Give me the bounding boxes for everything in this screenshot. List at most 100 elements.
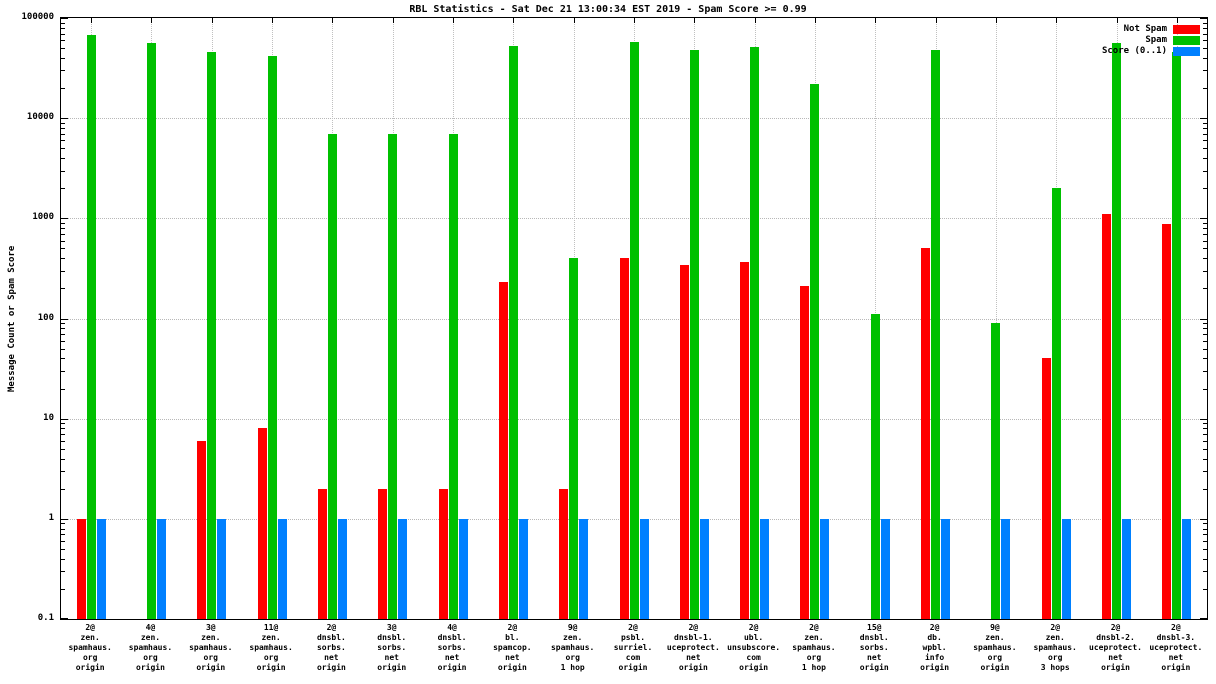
x-category-label: 9@ zen. spamhaus. org origin: [955, 623, 1035, 673]
bar-score-0-1: [156, 518, 166, 619]
x-label-line: psbl.: [620, 633, 646, 642]
y-minor-tick-left: [61, 133, 65, 135]
y-minor-tick-left: [61, 440, 65, 442]
y-minor-tick-left: [61, 328, 65, 330]
legend-swatch-spam: [1173, 35, 1200, 45]
y-minor-tick-left: [61, 548, 65, 550]
y-minor-tick-right: [1203, 428, 1207, 430]
x-category-label: 2@ db. wpbl. info origin: [895, 623, 975, 673]
x-label-line: 2@: [688, 623, 699, 632]
x-category-label: 2@ bl. spamcop. net origin: [472, 623, 552, 673]
x-label-line: unsubscore.: [727, 643, 781, 652]
x-tick-mark: [814, 18, 816, 23]
y-major-tick-right: [1200, 518, 1207, 520]
legend-swatch-score: [1173, 46, 1200, 56]
y-minor-tick-left: [61, 148, 65, 150]
x-label-line: origin: [1161, 663, 1191, 672]
y-major-tick-right: [1200, 418, 1207, 420]
y-minor-tick-right: [1203, 571, 1207, 573]
bar-spam: [810, 83, 820, 619]
y-minor-tick-right: [1203, 170, 1207, 172]
bar-score-0-1: [1061, 518, 1071, 619]
x-tick-mark: [1176, 18, 1178, 23]
y-major-tick-left: [61, 118, 68, 120]
y-minor-tick-right: [1203, 122, 1207, 124]
bar-score-0-1: [699, 518, 709, 619]
y-minor-tick-right: [1203, 340, 1207, 342]
x-label-line: com: [625, 653, 641, 662]
y-minor-tick-right: [1203, 248, 1207, 250]
y-minor-tick-right: [1203, 328, 1207, 330]
x-label-line: zen.: [985, 633, 1005, 642]
bar-score-0-1: [458, 518, 468, 619]
y-minor-tick-right: [1203, 48, 1207, 50]
y-minor-tick-right: [1203, 158, 1207, 160]
y-minor-tick-left: [61, 27, 65, 29]
y-major-tick-left: [61, 418, 68, 420]
y-minor-tick-left: [61, 48, 65, 50]
y-tick-label: 0.1: [37, 613, 54, 623]
x-label-line: 9@: [567, 623, 578, 632]
x-tick-mark: [754, 18, 756, 23]
bar-not-spam: [378, 488, 388, 619]
x-label-line: dnsbl-1.: [674, 633, 713, 642]
y-minor-tick-right: [1203, 270, 1207, 272]
y-minor-tick-left: [61, 370, 65, 372]
y-minor-tick-left: [61, 571, 65, 573]
x-tick-mark: [995, 18, 997, 23]
y-minor-tick-right: [1203, 440, 1207, 442]
x-tick-mark: [211, 18, 213, 23]
x-label-line: ubl.: [743, 633, 764, 642]
x-label-line: dnsbl.: [377, 633, 407, 642]
x-label-line: net: [384, 653, 399, 662]
x-label-line: origin: [1101, 663, 1130, 672]
y-minor-tick-left: [61, 40, 65, 42]
x-label-line: net: [867, 653, 882, 662]
bar-spam: [1051, 188, 1061, 619]
bar-spam: [267, 55, 277, 619]
bar-not-spam: [257, 428, 267, 619]
x-tick-mark: [573, 18, 575, 23]
y-minor-tick-left: [61, 434, 65, 436]
y-minor-tick-right: [1203, 523, 1207, 525]
x-tick-mark: [634, 18, 635, 23]
y-minor-tick-left: [61, 334, 65, 336]
y-minor-tick-right: [1203, 228, 1207, 230]
x-label-line: uceprotect.: [1149, 643, 1203, 652]
y-minor-tick-left: [61, 127, 65, 129]
x-label-line: zen.: [80, 633, 100, 642]
x-label-line: org: [263, 653, 279, 662]
y-minor-tick-left: [61, 70, 65, 72]
legend-label-score: Score (0..1): [1101, 46, 1167, 56]
x-label-line: 3@: [205, 623, 216, 632]
y-minor-tick-left: [61, 158, 65, 160]
y-minor-tick-right: [1203, 323, 1207, 325]
y-minor-tick-right: [1203, 488, 1207, 490]
x-label-line: org: [806, 653, 822, 662]
y-minor-tick-right: [1203, 258, 1207, 260]
y-minor-tick-left: [61, 288, 65, 290]
bar-spam: [1112, 43, 1122, 619]
x-category-label: 11@ zen. spamhaus. org origin: [231, 623, 311, 673]
y-minor-tick-left: [61, 423, 65, 425]
x-label-line: 2@: [85, 623, 95, 632]
x-label-line: uceprotect.: [666, 643, 720, 652]
x-tick-mark: [91, 18, 93, 23]
bar-not-spam: [197, 440, 207, 619]
x-tick-mark: [332, 18, 334, 23]
x-category-label: 2@ psbl. surriel. com origin: [593, 623, 673, 673]
y-major-tick-right: [1200, 218, 1207, 220]
bar-score-0-1: [760, 518, 770, 619]
y-minor-tick-left: [61, 448, 65, 450]
x-label-line: db.: [927, 633, 942, 642]
bar-not-spam: [559, 488, 569, 619]
y-minor-tick-right: [1203, 27, 1207, 29]
x-category-label: 2@ zen. spamhaus. org origin: [50, 623, 130, 673]
bar-not-spam: [1102, 214, 1112, 619]
y-minor-tick-left: [61, 57, 65, 59]
x-label-line: zen.: [1045, 633, 1065, 642]
y-minor-tick-right: [1203, 558, 1207, 560]
x-category-label: 2@ dnsbl-3. uceprotect. net origin: [1136, 623, 1216, 673]
bar-not-spam: [498, 282, 508, 619]
x-label-line: origin: [739, 663, 769, 672]
